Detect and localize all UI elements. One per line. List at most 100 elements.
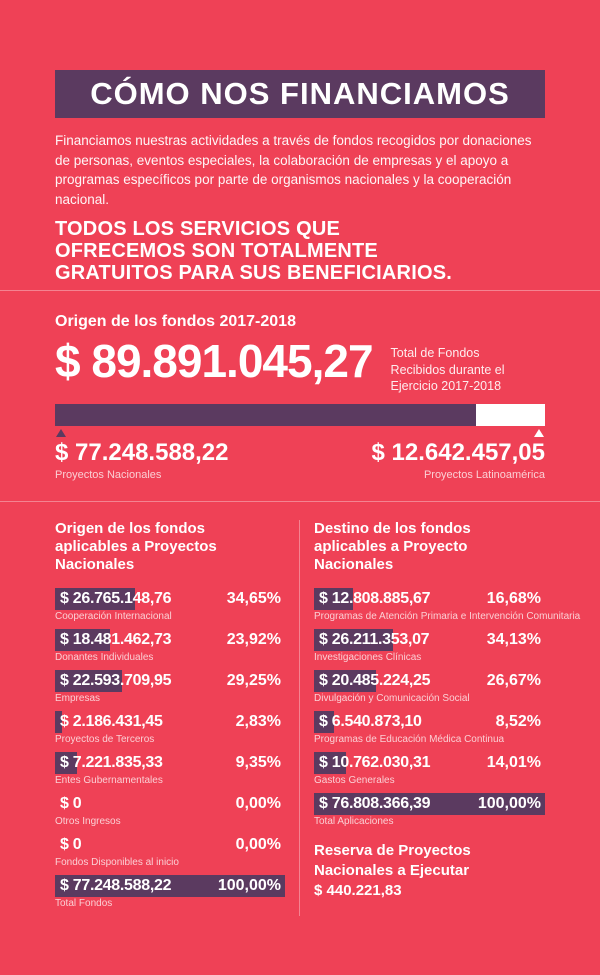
table-row: $ 26.211.353,07 34,13% Investigaciones C…: [314, 628, 545, 665]
destination-table: Destino de los fondos aplicables a Proye…: [300, 519, 581, 916]
row-percent: 0,00%: [235, 794, 281, 812]
funds-stacked-bar: [55, 404, 545, 426]
national-funds: $ 77.248.588,22 Proyectos Nacionales: [55, 439, 229, 481]
row-label: Entes Gubernamentales: [55, 774, 163, 786]
row-label: Proyectos de Terceros: [55, 733, 155, 745]
row-label: Donantes Individuales: [55, 651, 154, 663]
total-funds-amount: $ 89.891.045,27: [55, 335, 374, 388]
row-label: Programas de Atención Primaria e Interve…: [314, 610, 581, 622]
row-label: Investigaciones Clínicas: [314, 651, 422, 663]
table-row: $ 6.540.873,10 8,52% Programas de Educac…: [314, 710, 545, 747]
row-amount: $ 7.221.835,33: [60, 753, 163, 771]
tables-section: Origen de los fondos aplicables a Proyec…: [0, 502, 600, 916]
title-banner: CÓMO NOS FINANCIAMOS: [55, 70, 545, 118]
table-row: $ 18.481.462,73 23,92% Donantes Individu…: [55, 628, 285, 665]
row-percent: 100,00%: [477, 794, 541, 812]
row-amount: $ 0: [60, 835, 82, 853]
row-label: Total Fondos: [55, 897, 113, 909]
row-label: Empresas: [55, 692, 101, 704]
table-row: $ 20.485.224,25 26,67% Divulgación y Com…: [314, 669, 545, 706]
funds-overview-section: Origen de los fondos 2017-2018 $ 89.891.…: [0, 291, 600, 481]
row-percent: 34,65%: [226, 589, 281, 607]
page-title: CÓMO NOS FINANCIAMOS: [90, 76, 510, 111]
destination-table-title: Destino de los fondos aplicables a Proye…: [314, 519, 471, 573]
highlight-line-2: OFRECEMOS SON TOTALMENTE: [55, 240, 378, 263]
row-label: Otros Ingresos: [55, 815, 121, 827]
table-row: $ 10.762.030,31 14,01% Gastos Generales: [314, 751, 545, 788]
row-bar: [55, 710, 62, 733]
section-divider: [0, 290, 600, 292]
row-amount: $ 77.248.588,22: [60, 876, 172, 894]
national-amount: $ 77.248.588,22: [55, 439, 229, 466]
table-row: $ 0 0,00% Fondos Disponibles al inicio: [55, 834, 285, 870]
row-amount: $ 26.765.148,76: [60, 589, 172, 607]
row-percent: 9,35%: [235, 753, 281, 771]
row-amount: $ 6.540.873,10: [319, 712, 422, 730]
row-percent: 34,13%: [486, 630, 541, 648]
row-bar: [55, 628, 111, 651]
row-amount: $ 18.481.462,73: [60, 630, 172, 648]
reserve-note: Reserva de Proyectos Nacionales a Ejecut…: [314, 841, 545, 902]
row-amount: $ 0: [60, 794, 82, 812]
row-bar: [55, 669, 123, 692]
row-amount: $ 76.808.366,39: [319, 794, 431, 812]
national-marker-icon: [56, 429, 66, 437]
national-label: Proyectos Nacionales: [55, 468, 162, 481]
row-percent: 0,00%: [235, 835, 281, 853]
reserve-amount: $ 440.221,83: [314, 882, 402, 900]
row-label: Cooperación Internacional: [55, 610, 172, 622]
national-bar-segment: [55, 404, 476, 426]
row-bar: [314, 587, 353, 610]
row-label: Fondos Disponibles al inicio: [55, 856, 179, 868]
row-bar: [314, 751, 347, 774]
table-row: $ 22.593.709,95 29,25% Empresas: [55, 669, 285, 706]
row-percent: 26,67%: [486, 671, 541, 689]
row-bar: [314, 792, 545, 815]
total-funds-caption: Total de Fondos Recibidos durante el Eje…: [390, 346, 505, 393]
latam-amount: $ 12.642.457,05: [371, 439, 546, 466]
table-row: $ 0 0,00% Otros Ingresos: [55, 793, 285, 829]
latam-marker-icon: [534, 429, 544, 437]
row-bar: [55, 751, 77, 774]
row-bar: [314, 628, 393, 651]
overview-title: Origen de los fondos 2017-2018: [55, 313, 296, 331]
row-percent: 8,52%: [495, 712, 541, 730]
row-bar: [55, 874, 285, 897]
table-row: $ 26.765.148,76 34,65% Cooperación Inter…: [55, 587, 285, 624]
table-row: $ 7.221.835,33 9,35% Entes Gubernamental…: [55, 751, 285, 788]
row-label: Divulgación y Comunicación Social: [314, 692, 470, 704]
latam-label: Proyectos Latinoamérica: [423, 468, 545, 481]
row-amount: $ 2.186.431,45: [60, 712, 163, 730]
row-amount: $ 10.762.030,31: [319, 753, 431, 771]
table-row: $ 12.808.885,67 16,68% Programas de Aten…: [314, 587, 581, 624]
row-bar: [314, 710, 334, 733]
row-percent: 14,01%: [486, 753, 541, 771]
row-label: Programas de Educación Médica Continua: [314, 733, 505, 745]
row-label: Gastos Generales: [314, 774, 395, 786]
highlight-statement: TODOS LOS SERVICIOS QUE OFRECEMOS SON TO…: [0, 218, 600, 284]
row-bar: [55, 587, 135, 610]
row-percent: 29,25%: [226, 671, 281, 689]
row-amount: $ 22.593.709,95: [60, 671, 172, 689]
highlight-line-3: GRATUITOS PARA SUS BENEFICIARIOS.: [55, 262, 453, 285]
section-divider: [0, 500, 600, 502]
table-row-total: $ 77.248.588,22 100,00% Total Fondos: [55, 874, 285, 911]
intro-paragraph: Financiamos nuestras actividades a travé…: [55, 133, 532, 207]
row-percent: 2,83%: [235, 712, 281, 730]
row-amount: $ 26.211.353,07: [319, 630, 430, 648]
row-bar: [314, 669, 376, 692]
table-row: $ 2.186.431,45 2,83% Proyectos de Tercer…: [55, 710, 285, 747]
table-row-total: $ 76.808.366,39 100,00% Total Aplicacion…: [314, 792, 545, 829]
latam-funds: $ 12.642.457,05 Proyectos Latinoamérica: [372, 439, 546, 481]
origin-table: Origen de los fondos aplicables a Proyec…: [55, 519, 300, 916]
highlight-line-1: TODOS LOS SERVICIOS QUE: [55, 218, 341, 241]
origin-table-title: Origen de los fondos aplicables a Proyec…: [55, 519, 217, 573]
row-amount: $ 20.485.224,25: [319, 671, 431, 689]
row-percent: 23,92%: [226, 630, 281, 648]
row-percent: 16,68%: [486, 589, 541, 607]
row-percent: 100,00%: [217, 876, 281, 894]
reserve-label: Reserva de Proyectos Nacionales a Ejecut…: [314, 841, 471, 879]
row-amount: $ 12.808.885,67: [319, 589, 431, 607]
row-label: Total Aplicaciones: [314, 815, 394, 827]
